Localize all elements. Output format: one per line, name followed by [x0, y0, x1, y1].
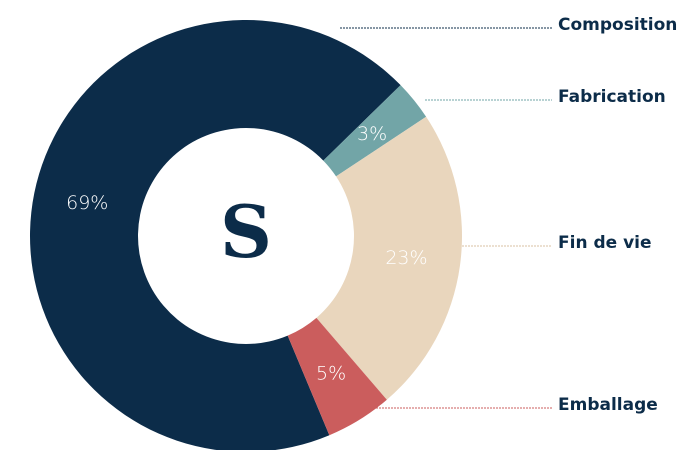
donut-slice — [316, 116, 462, 400]
center-logo: S — [220, 189, 272, 274]
legend-label: Fabrication — [558, 87, 666, 107]
donut-slice — [323, 85, 427, 177]
value-label: 69% — [66, 192, 108, 214]
value-label: 5% — [316, 362, 346, 384]
donut-slice — [287, 317, 387, 436]
legend-label: Composition — [558, 15, 677, 35]
value-label: 23% — [385, 247, 427, 269]
value-label: 3% — [357, 123, 387, 145]
legend-label: Fin de vie — [558, 233, 652, 253]
legend-label: Emballage — [558, 395, 658, 415]
donut-slice — [30, 20, 401, 450]
